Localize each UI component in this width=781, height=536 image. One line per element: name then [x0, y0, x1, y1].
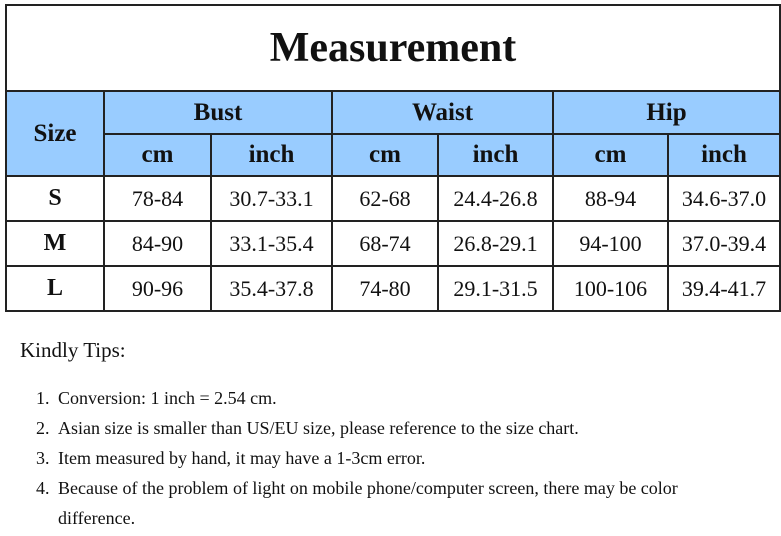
size-chart-table: Measurement Size Bust Waist Hip cm inch … — [5, 4, 781, 312]
hip-header: Hip — [552, 90, 781, 135]
value-cell: 39.4-41.7 — [667, 265, 781, 312]
tip-item: Item measured by hand, it may have a 1-3… — [54, 443, 758, 473]
size-cell: M — [5, 220, 105, 267]
table-row: L 90-96 35.4-37.8 74-80 29.1-31.5 100-10… — [5, 265, 781, 312]
unit-header: inch — [210, 133, 333, 177]
unit-header: cm — [552, 133, 669, 177]
value-cell: 37.0-39.4 — [667, 220, 781, 267]
value-cell: 90-96 — [103, 265, 212, 312]
size-cell: S — [5, 175, 105, 222]
size-header: Size — [5, 90, 105, 177]
tip-item: Conversion: 1 inch = 2.54 cm. — [54, 383, 758, 413]
tip-item: Asian size is smaller than US/EU size, p… — [54, 413, 758, 443]
unit-header: inch — [437, 133, 554, 177]
table-row: S 78-84 30.7-33.1 62-68 24.4-26.8 88-94 … — [5, 175, 781, 222]
value-cell: 78-84 — [103, 175, 212, 222]
unit-header: inch — [667, 133, 781, 177]
tip-item: Because of the problem of light on mobil… — [54, 473, 758, 533]
value-cell: 68-74 — [331, 220, 439, 267]
unit-header: cm — [331, 133, 439, 177]
value-cell: 35.4-37.8 — [210, 265, 333, 312]
value-cell: 74-80 — [331, 265, 439, 312]
value-cell: 94-100 — [552, 220, 669, 267]
value-cell: 30.7-33.1 — [210, 175, 333, 222]
value-cell: 33.1-35.4 — [210, 220, 333, 267]
tips-list: Conversion: 1 inch = 2.54 cm. Asian size… — [20, 383, 758, 533]
table-row: M 84-90 33.1-35.4 68-74 26.8-29.1 94-100… — [5, 220, 781, 267]
value-cell: 62-68 — [331, 175, 439, 222]
value-cell: 29.1-31.5 — [437, 265, 554, 312]
waist-header: Waist — [331, 90, 554, 135]
bust-header: Bust — [103, 90, 333, 135]
unit-header: cm — [103, 133, 212, 177]
tips-section: Kindly Tips: Conversion: 1 inch = 2.54 c… — [20, 338, 758, 533]
value-cell: 26.8-29.1 — [437, 220, 554, 267]
value-cell: 24.4-26.8 — [437, 175, 554, 222]
value-cell: 84-90 — [103, 220, 212, 267]
value-cell: 88-94 — [552, 175, 669, 222]
size-cell: L — [5, 265, 105, 312]
value-cell: 34.6-37.0 — [667, 175, 781, 222]
chart-title: Measurement — [5, 4, 781, 92]
tips-heading: Kindly Tips: — [20, 338, 126, 362]
value-cell: 100-106 — [552, 265, 669, 312]
